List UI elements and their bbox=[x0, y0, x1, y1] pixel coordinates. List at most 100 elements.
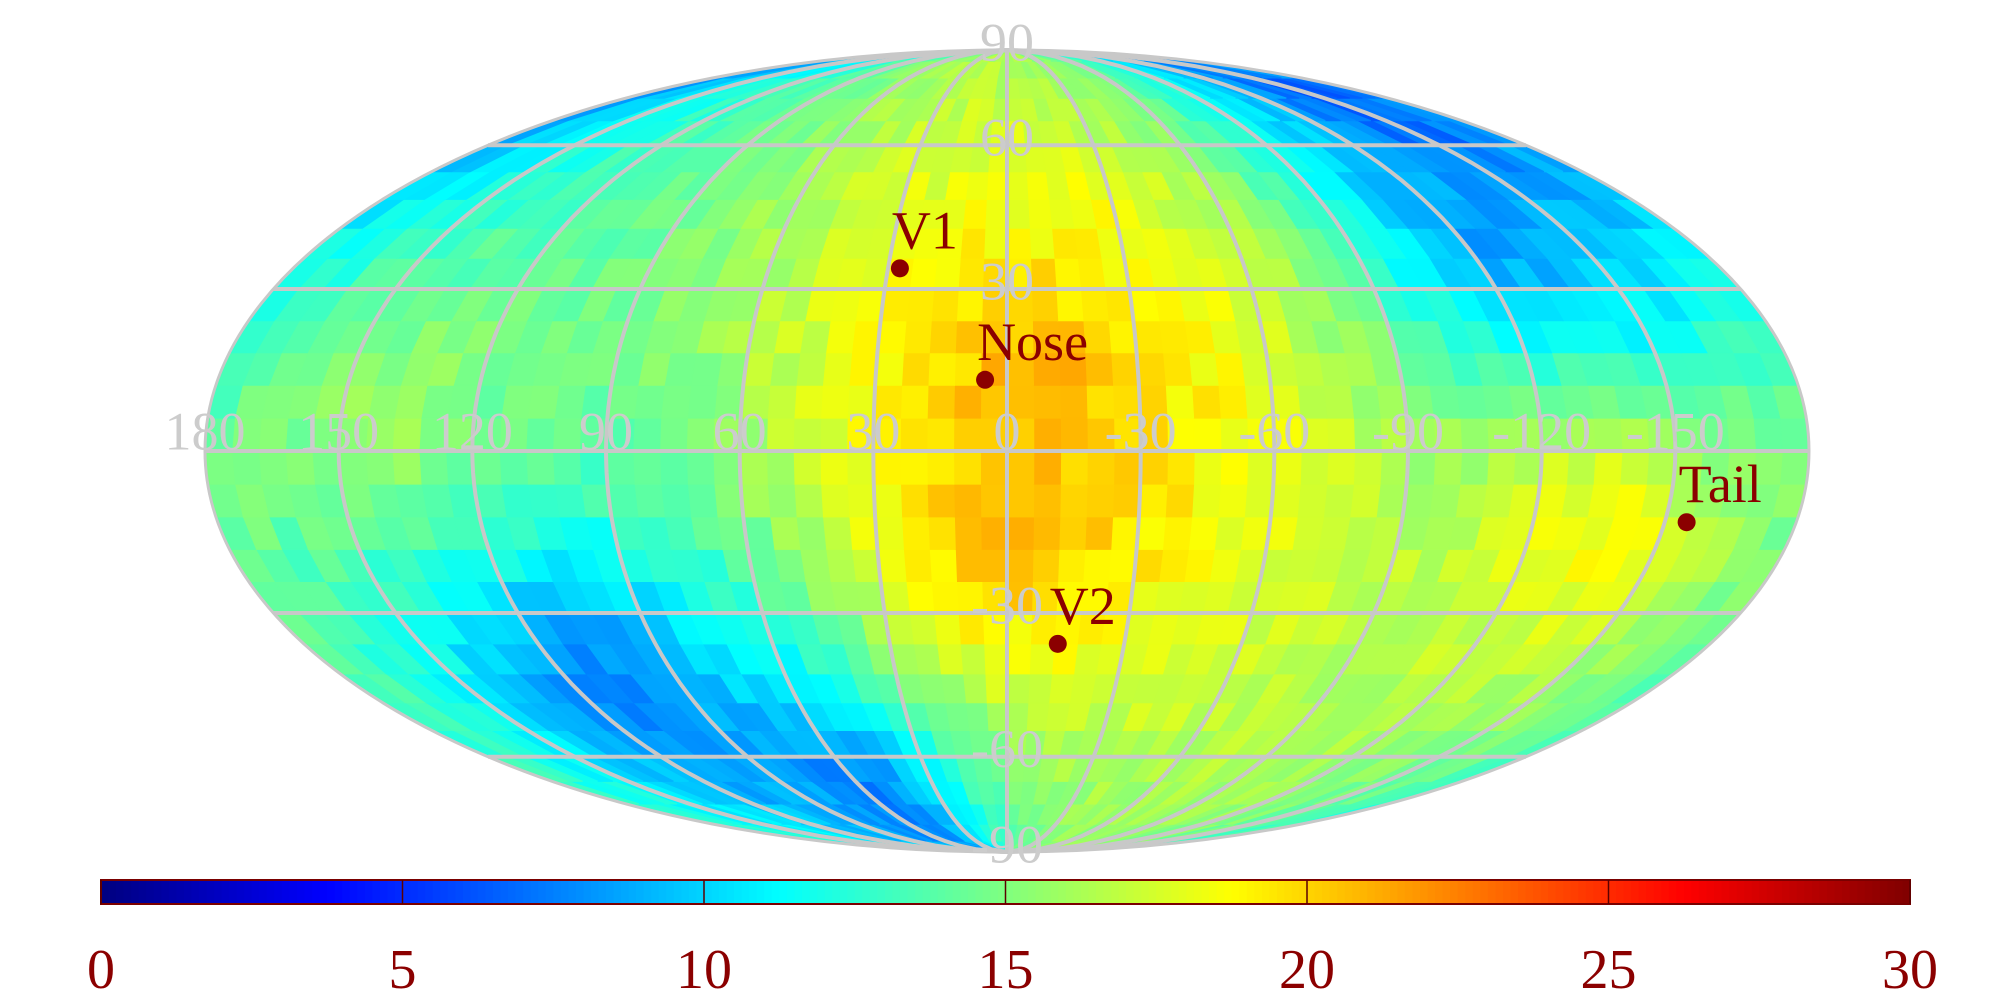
colorbar-segment bbox=[281, 880, 291, 904]
colorbar-segment bbox=[749, 880, 758, 904]
colorbar-segment bbox=[606, 880, 615, 904]
colorbar-segment bbox=[1329, 880, 1338, 904]
colorbar-ticks bbox=[100, 880, 1911, 904]
heatmap-cell bbox=[873, 483, 903, 518]
colorbar-segment bbox=[967, 880, 976, 904]
heatmap-cell bbox=[902, 548, 932, 583]
colorbar-segment bbox=[1209, 880, 1218, 904]
colorbar-segment bbox=[1095, 880, 1105, 904]
heatmap-cell bbox=[848, 516, 879, 550]
colorbar-segment bbox=[990, 880, 999, 904]
colorbar-segment bbox=[1276, 880, 1285, 904]
colorbar-segment bbox=[1864, 880, 1873, 904]
colorbar-segment bbox=[711, 880, 720, 904]
colorbar-segment bbox=[131, 880, 140, 904]
colorbar-segment bbox=[771, 880, 780, 904]
colorbar-segment bbox=[123, 880, 132, 904]
colorbar-segment bbox=[945, 880, 954, 904]
colorbar-tick-labels: 0 5 10 15 20 25 30 bbox=[87, 939, 1938, 1000]
heatmap-cell bbox=[1190, 483, 1221, 518]
colorbar-segment bbox=[613, 880, 622, 904]
colorbar-segment bbox=[590, 880, 600, 904]
heatmap-cell bbox=[932, 257, 961, 290]
colorbar-segment bbox=[824, 880, 833, 904]
heatmap-cell bbox=[391, 450, 422, 485]
colorbar-segment bbox=[251, 880, 260, 904]
colorbar-segment bbox=[982, 880, 992, 904]
heatmap-cell bbox=[1110, 516, 1140, 550]
heatmap-cell bbox=[819, 483, 850, 518]
colorbar-segment bbox=[161, 880, 170, 904]
colorbar-segment bbox=[1013, 880, 1022, 904]
heatmap-cell bbox=[1084, 352, 1114, 386]
marker-label: V2 bbox=[1050, 576, 1116, 636]
colorbar-segment bbox=[1020, 880, 1029, 904]
colorbar-segment bbox=[1683, 880, 1693, 904]
colorbar-segment bbox=[1631, 880, 1640, 904]
heatmap-cell bbox=[848, 352, 879, 386]
heatmap-cell bbox=[1183, 548, 1216, 583]
marker-label: V1 bbox=[892, 200, 958, 260]
heatmap-cell bbox=[926, 417, 955, 452]
colorbar-segment bbox=[1487, 880, 1497, 904]
colorbar-segment bbox=[862, 880, 871, 904]
heatmap-cell bbox=[633, 384, 665, 419]
colorbar-segment bbox=[515, 880, 524, 904]
mollweide-map: 180 150 120 90 60 30 0 -30 -60 -90 -120 -150 90 60 30… bbox=[165, 12, 1811, 874]
heatmap-cell bbox=[793, 483, 824, 518]
colorbar-segment bbox=[1352, 880, 1361, 904]
colorbar-segment bbox=[1495, 880, 1504, 904]
colorbar-segment bbox=[387, 880, 396, 904]
colorbar-segment bbox=[1676, 880, 1685, 904]
heatmap-cell bbox=[982, 643, 1008, 675]
colorbar-segment bbox=[681, 880, 690, 904]
longitude-labels: 180 150 120 90 60 30 0 -30 -60 -90 -120 -150 bbox=[165, 401, 1725, 461]
colorbar-segment bbox=[1435, 880, 1444, 904]
heatmap-cell bbox=[1326, 417, 1356, 452]
heatmap-cell bbox=[930, 288, 959, 322]
heatmap-cell bbox=[1322, 483, 1355, 518]
heatmap-cell bbox=[899, 384, 929, 419]
colorbar-segment bbox=[1420, 880, 1429, 904]
colorbar-segment bbox=[1412, 880, 1421, 904]
heatmap-cell bbox=[632, 417, 662, 452]
colorbar-segment bbox=[523, 880, 532, 904]
colorbar-segment bbox=[809, 880, 818, 904]
colorbar-segment bbox=[568, 880, 577, 904]
heatmap-cell bbox=[1778, 450, 1809, 485]
colorbar-segment bbox=[817, 880, 826, 904]
heatmap-cell bbox=[1006, 483, 1035, 518]
colorbar-segment bbox=[492, 880, 502, 904]
colorbar-segment bbox=[734, 880, 743, 904]
heatmap-cell bbox=[1053, 257, 1082, 290]
colorbar-segment bbox=[1367, 880, 1376, 904]
colorbar-segment bbox=[138, 880, 147, 904]
heatmap-cell bbox=[953, 516, 982, 550]
colorbar-segment bbox=[1201, 880, 1210, 904]
heatmap-cell bbox=[1135, 352, 1166, 386]
colorbar-segment bbox=[1073, 880, 1082, 904]
heatmap-cell bbox=[899, 450, 928, 485]
graticule-grid bbox=[205, 48, 1809, 854]
colorbar-segment bbox=[319, 880, 328, 904]
heatmap-cell bbox=[1778, 417, 1809, 452]
colorbar-segment bbox=[259, 880, 268, 904]
colorbar-segment bbox=[538, 880, 547, 904]
heatmap-cell bbox=[257, 417, 289, 452]
colorbar-segment bbox=[1759, 880, 1768, 904]
colorbar-segment bbox=[651, 880, 660, 904]
heatmap-cell bbox=[1454, 483, 1488, 518]
colorbar-segment bbox=[402, 880, 411, 904]
heatmap-cell bbox=[902, 320, 932, 354]
map-outline bbox=[203, 48, 1811, 854]
colorbar-segment bbox=[1518, 880, 1527, 904]
colorbar-segment bbox=[1442, 880, 1451, 904]
heatmap-cell bbox=[205, 450, 236, 485]
heatmap-cell bbox=[793, 384, 824, 419]
colorbar-segment bbox=[1646, 880, 1655, 904]
longitude-label: -30 bbox=[1105, 401, 1177, 461]
longitude-label: 90 bbox=[579, 401, 633, 461]
colorbar-segment bbox=[1457, 880, 1466, 904]
colorbar-tick-label: 0 bbox=[87, 939, 115, 1000]
